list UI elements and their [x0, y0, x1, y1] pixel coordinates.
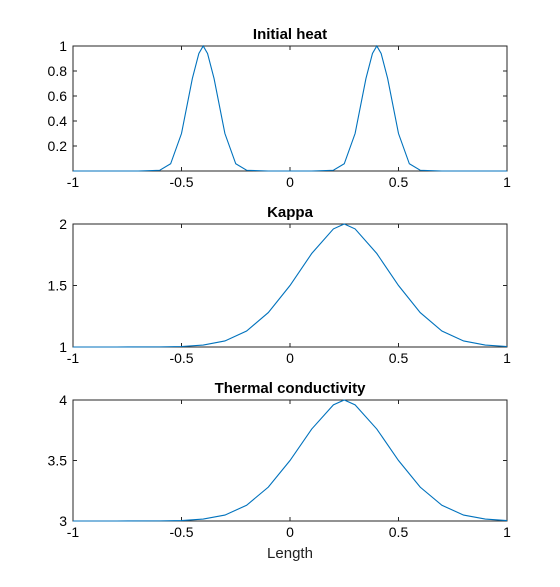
series-line-1 — [73, 44, 507, 172]
y-tick-label: 2 — [59, 216, 67, 232]
y-tick-label: 0.2 — [48, 138, 68, 154]
axes-box — [72, 45, 508, 172]
x-tick-label: 0.5 — [389, 350, 409, 366]
subplot-title: Initial heat — [253, 26, 327, 43]
y-tick-label: 3 — [59, 513, 67, 529]
x-tick-label: 0.5 — [389, 174, 409, 190]
x-tick-label: 0 — [286, 174, 294, 190]
subplot-3: Thermal conductivity -1 -0.5 0 0.5 1 3 3.5 4 Leng… — [48, 380, 512, 562]
subplot-title: Thermal conductivity — [215, 380, 367, 397]
x-tick-label: 1 — [503, 350, 511, 366]
y-tick-label: 4 — [59, 392, 67, 408]
x-tick-label: 0 — [286, 350, 294, 366]
x-tick-label: -1 — [67, 524, 80, 540]
x-tick-label: -1 — [67, 350, 80, 366]
x-tick-label: -0.5 — [169, 350, 193, 366]
y-tick-label: 0.4 — [48, 113, 68, 129]
x-tick-label: 0.5 — [389, 524, 409, 540]
x-axis-label: Length — [267, 545, 313, 562]
x-tick-label: 0 — [286, 524, 294, 540]
x-tick-label: -0.5 — [169, 524, 193, 540]
y-tick-label: 1 — [59, 38, 67, 54]
y-tick-label: 0.8 — [48, 63, 68, 79]
x-tick-label: 1 — [503, 524, 511, 540]
series-line-1 — [73, 399, 508, 522]
subplot-title: Kappa — [267, 204, 314, 221]
y-tick-label: 1 — [59, 339, 67, 355]
x-tick-label: -1 — [67, 174, 80, 190]
x-tick-label: 1 — [503, 174, 511, 190]
x-tick-label: -0.5 — [169, 174, 193, 190]
y-tick-label: 3.5 — [48, 453, 68, 469]
y-tick-label: 0.6 — [48, 88, 68, 104]
subplot-1: Initial heat -1 -0.5 0 0.5 1 0.2 0.4 0.6 0.8 1 — [48, 26, 512, 190]
subplot-2: Kappa -1 -0.5 0 0.5 1 1 1.5 2 — [48, 204, 512, 366]
series-line-1 — [73, 223, 508, 348]
y-tick-label: 1.5 — [48, 278, 68, 294]
